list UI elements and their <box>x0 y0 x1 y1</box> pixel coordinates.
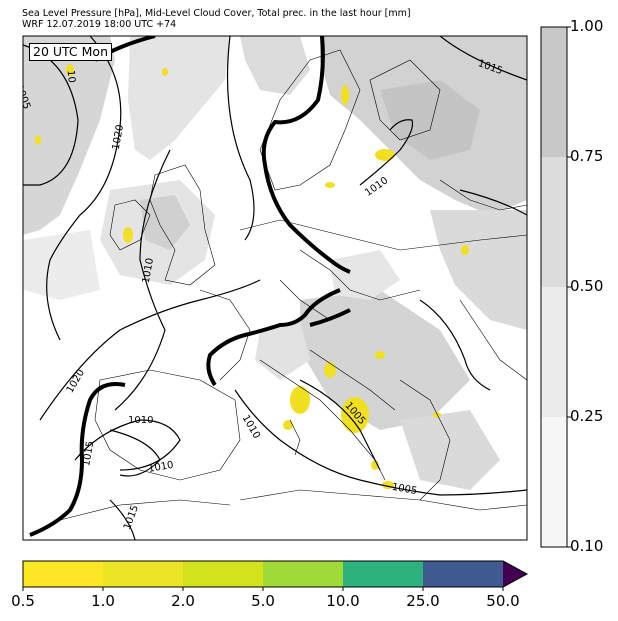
isobar-label: 1010 <box>141 257 156 284</box>
isobar-label: 1005 <box>391 482 418 497</box>
colorbar-extend-arrow <box>503 561 527 587</box>
cloud-bin-1 <box>541 27 567 157</box>
isobar-label: 1010 <box>147 460 174 475</box>
precip-tick-label: 2.0 <box>171 592 195 610</box>
chart-title: Sea Level Pressure [hPa], Mid-Level Clou… <box>22 8 411 19</box>
cloud-tick-label: 0.50 <box>570 277 604 295</box>
cloud-bin-2 <box>541 157 567 287</box>
coastlines-layer <box>59 49 527 521</box>
isobar-label: 1005 <box>13 83 32 111</box>
map-frame <box>22 35 528 541</box>
precip-tick-label: 10.0 <box>326 592 360 610</box>
precipitation-colorbar <box>22 560 529 591</box>
cloud-cover-colorbar <box>540 26 571 548</box>
cloud-bin-4 <box>541 417 567 547</box>
precip-tick-label: 0.5 <box>11 592 35 610</box>
chart-subtitle: WRF 12.07.2019 18:00 UTC +74 <box>22 19 177 30</box>
isobars-layer <box>23 36 527 540</box>
isobar-label: 1015 <box>81 440 96 467</box>
cloud-bin-3 <box>541 287 567 417</box>
precip-tick-label: 25.0 <box>406 592 440 610</box>
cloud-tick-label: 0.10 <box>570 537 604 555</box>
cloud-tick-label: 0.75 <box>570 147 604 165</box>
cloud-tick-label: 1.00 <box>570 17 604 35</box>
precip-tick-label: 5.0 <box>251 592 275 610</box>
precip-tick-label: 1.0 <box>91 592 115 610</box>
precip-tick-label: 50.0 <box>486 592 520 610</box>
cloud-tick-label: 0.25 <box>570 407 604 425</box>
isobar-label: 1010 <box>128 415 153 426</box>
valid-time-label: 20 UTC Mon <box>29 43 112 61</box>
precipitation-layer <box>35 64 469 489</box>
isobar-label: 10 <box>65 70 77 84</box>
isobar-label: 1020 <box>111 124 126 151</box>
